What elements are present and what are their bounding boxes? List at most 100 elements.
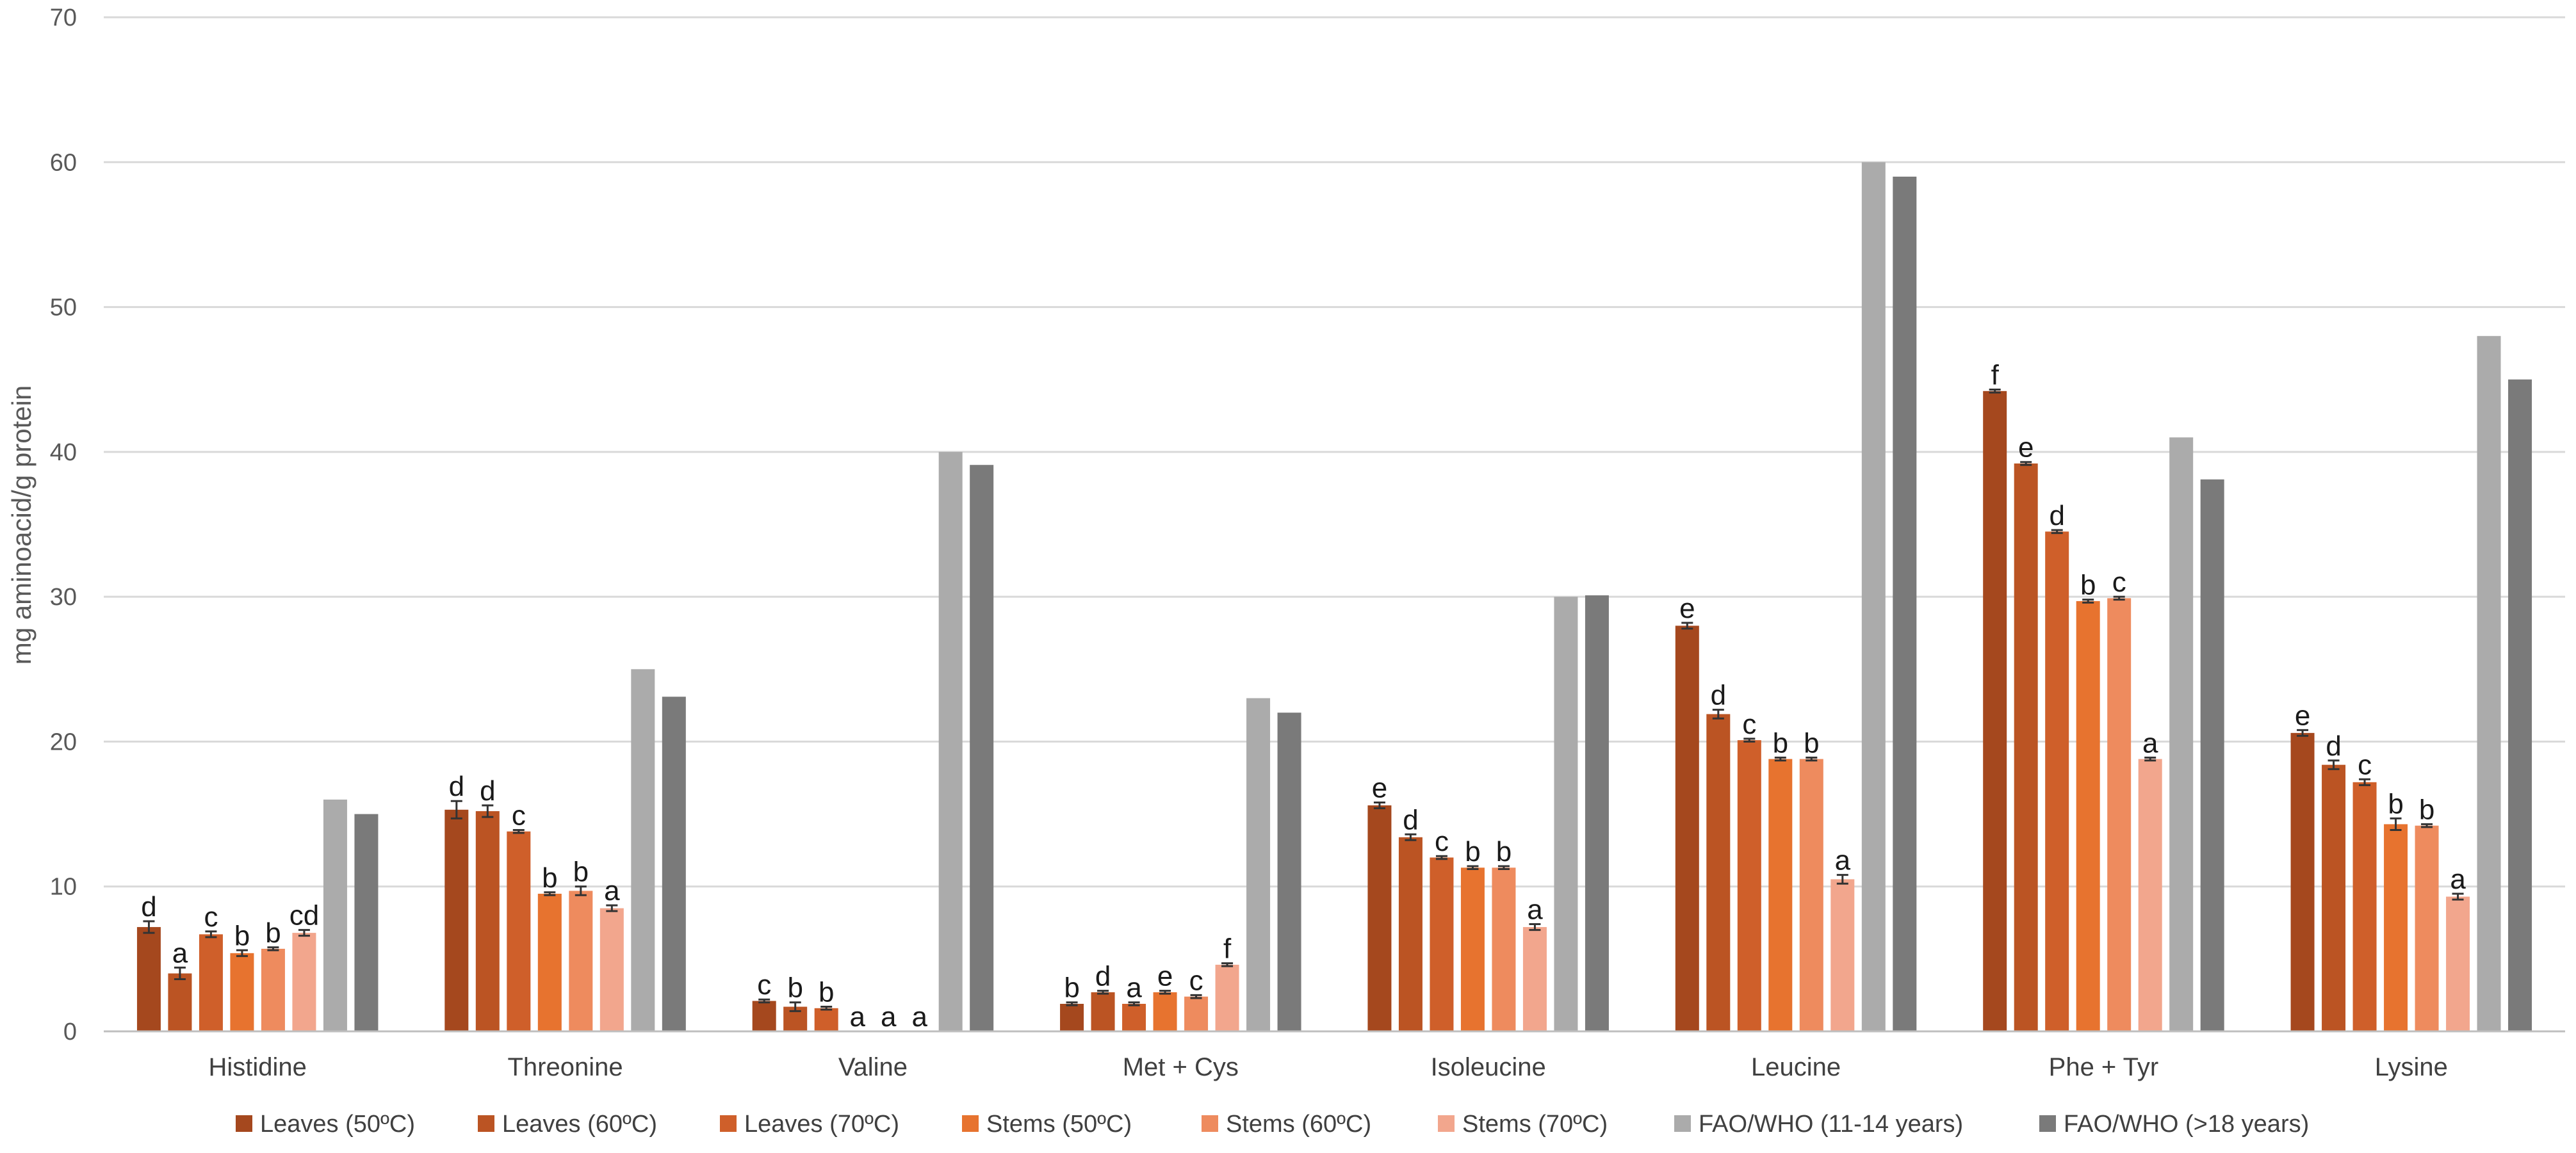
bar-3-valine xyxy=(814,1008,838,1031)
bar-6-met-cys xyxy=(1215,964,1239,1031)
significance-letter: e xyxy=(1157,961,1173,992)
significance-letter: a xyxy=(172,937,188,969)
bar-3-phe-tyr xyxy=(2045,531,2069,1031)
bar-5-leucine xyxy=(1799,759,1823,1031)
bar-6-leucine xyxy=(1830,879,1855,1031)
significance-letter: cd xyxy=(289,900,319,931)
bar-5-threonine xyxy=(569,891,593,1031)
significance-letter: a xyxy=(849,1001,865,1033)
bar-8-valine xyxy=(970,465,994,1031)
significance-letter: a xyxy=(2142,727,2158,759)
bar-5-histidine xyxy=(261,949,285,1031)
bar-2-leucine xyxy=(1706,714,1731,1031)
significance-letter: f xyxy=(1223,933,1232,965)
significance-letter: e xyxy=(1679,593,1695,624)
bar-6-phe-tyr xyxy=(2138,759,2162,1031)
y-tick-label: 30 xyxy=(50,584,77,611)
bar-1-histidine xyxy=(136,927,161,1031)
bar-3-met-cys xyxy=(1122,1004,1146,1031)
significance-letter: a xyxy=(1835,845,1851,876)
bar-2-histidine xyxy=(168,973,192,1031)
category-label: Threonine xyxy=(508,1053,623,1081)
bar-6-threonine xyxy=(599,908,624,1031)
bar-8-lysine xyxy=(2508,379,2532,1031)
bar-4-isoleucine xyxy=(1460,867,1485,1031)
bar-6-lysine xyxy=(2446,896,2470,1031)
category-label: Met + Cys xyxy=(1123,1053,1239,1081)
bar-7-valine xyxy=(938,451,963,1031)
legend-label: FAO/WHO (>18 years) xyxy=(2064,1111,2309,1138)
bar-7-lysine xyxy=(2477,335,2501,1031)
significance-letter: c xyxy=(204,901,218,933)
bar-7-phe-tyr xyxy=(2169,437,2194,1031)
significance-letter: d xyxy=(141,891,156,923)
bar-1-phe-tyr xyxy=(1983,391,2007,1031)
significance-letter: c xyxy=(2358,749,2372,780)
significance-letter: c xyxy=(1742,709,1756,740)
bar-4-threonine xyxy=(537,894,562,1031)
y-tick-label: 60 xyxy=(50,149,77,176)
legend: Leaves (50ºC) Leaves (60ºC) Leaves (70ºC) S… xyxy=(236,1111,2309,1138)
bar-2-lysine xyxy=(2322,764,2346,1031)
significance-letter: b xyxy=(819,977,834,1008)
significance-letter: b xyxy=(2388,788,2403,819)
bar-2-isoleucine xyxy=(1398,837,1423,1031)
legend-swatch xyxy=(1202,1115,1218,1132)
significance-letter: f xyxy=(1991,360,2000,391)
significance-letter: b xyxy=(265,917,281,949)
bar-7-histidine xyxy=(323,799,347,1031)
bar-7-leucine xyxy=(1861,162,1886,1031)
bar-5-isoleucine xyxy=(1492,867,1516,1031)
bar-7-met-cys xyxy=(1246,698,1271,1031)
significance-letter: e xyxy=(1372,772,1387,803)
category-label: Histidine xyxy=(208,1053,306,1081)
bar-1-threonine xyxy=(444,809,469,1031)
bar-7-isoleucine xyxy=(1554,597,1578,1031)
significance-letter: d xyxy=(2049,500,2064,531)
bar-5-phe-tyr xyxy=(2107,598,2132,1031)
y-axis-ticks: 0 10 20 30 40 50 60 70 xyxy=(50,4,77,1045)
significance-letter: b xyxy=(787,972,803,1004)
bar-1-isoleucine xyxy=(1367,805,1392,1031)
significance-letter: d xyxy=(1711,680,1726,711)
legend-label: Leaves (70ºC) xyxy=(744,1111,899,1138)
legend-swatch xyxy=(236,1115,252,1132)
significance-letter: b xyxy=(1804,727,1819,759)
bar-1-lysine xyxy=(2290,732,2315,1031)
significance-letter: b xyxy=(1064,972,1079,1004)
significance-letter: a xyxy=(881,1001,897,1033)
bar-8-leucine xyxy=(1893,176,1917,1031)
significance-letter: b xyxy=(1465,836,1480,867)
bar-8-isoleucine xyxy=(1585,595,1609,1031)
y-tick-label: 0 xyxy=(63,1019,77,1045)
bar-3-isoleucine xyxy=(1430,857,1454,1031)
error-bars xyxy=(143,389,2464,1012)
category-label: Valine xyxy=(838,1053,908,1081)
bar-4-met-cys xyxy=(1153,992,1177,1031)
y-tick-label: 20 xyxy=(50,729,77,755)
significance-letter: b xyxy=(2419,794,2434,825)
significance-letter: b xyxy=(2080,570,2096,601)
significance-letter: b xyxy=(573,857,589,888)
bar-7-threonine xyxy=(631,669,655,1031)
bar-2-met-cys xyxy=(1091,992,1115,1031)
bar-3-threonine xyxy=(507,831,531,1031)
significance-letter: c xyxy=(512,800,526,831)
bar-6-isoleucine xyxy=(1522,927,1547,1031)
bar-4-phe-tyr xyxy=(2076,601,2100,1031)
y-tick-label: 40 xyxy=(50,439,77,466)
category-label: Leucine xyxy=(1751,1053,1841,1081)
category-label: Lysine xyxy=(2375,1053,2448,1081)
significance-letter: b xyxy=(542,862,557,894)
significance-letter: a xyxy=(604,875,620,907)
significance-letter: e xyxy=(2018,432,2034,464)
bar-8-histidine xyxy=(354,814,379,1031)
significance-letter: c xyxy=(2112,567,2126,598)
significance-letter: d xyxy=(480,775,495,807)
bar-1-leucine xyxy=(1675,625,1699,1031)
legend-label: Leaves (50ºC) xyxy=(260,1111,415,1138)
legend-label: Stems (70ºC) xyxy=(1462,1111,1608,1138)
significance-letter: a xyxy=(1527,894,1543,926)
